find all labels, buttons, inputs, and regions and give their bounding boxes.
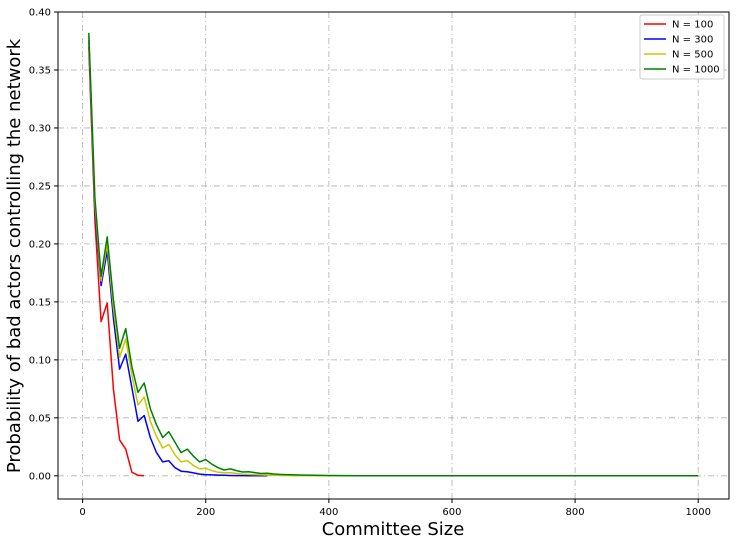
legend-label: N = 100 bbox=[672, 20, 713, 31]
series-line-1 bbox=[88, 46, 145, 477]
legend-label: N = 300 bbox=[672, 35, 713, 46]
x-tick-label: 200 bbox=[196, 507, 215, 518]
plot-frame bbox=[57, 11, 730, 500]
x-tick-label: 600 bbox=[442, 507, 461, 518]
y-tick-label: 0.25 bbox=[29, 181, 51, 192]
legend: N = 100 N = 300 N = 500 N = 1000 bbox=[639, 14, 725, 80]
y-tick-label: 0.40 bbox=[29, 8, 51, 19]
y-tick-label: 0.15 bbox=[29, 297, 51, 308]
legend-label: N = 1000 bbox=[672, 65, 720, 76]
y-tick-label: 0.30 bbox=[29, 123, 51, 134]
x-tick-label: 800 bbox=[566, 507, 585, 518]
y-tick-label: 0.05 bbox=[29, 413, 51, 424]
y-tick-label: 0.20 bbox=[29, 239, 51, 250]
series-layer bbox=[88, 32, 699, 477]
x-axis: 0 200 400 600 800 1000 bbox=[79, 499, 711, 518]
y-axis: 0.00 0.05 0.10 0.15 0.20 0.25 0.30 0.35 0.40 bbox=[29, 8, 58, 482]
x-tick-label: 0 bbox=[79, 507, 85, 518]
x-axis-label: Committee Size bbox=[322, 519, 465, 540]
y-tick-label: 0.10 bbox=[29, 355, 51, 366]
y-axis-label: Probability of bad actors controlling th… bbox=[4, 38, 25, 473]
series-line-2 bbox=[88, 39, 268, 477]
x-tick-label: 1000 bbox=[685, 507, 710, 518]
series-line-3 bbox=[88, 36, 391, 477]
legend-label: N = 500 bbox=[672, 50, 713, 61]
x-tick-label: 400 bbox=[319, 507, 338, 518]
legend-box bbox=[639, 14, 725, 80]
series-line-4 bbox=[88, 32, 699, 477]
y-tick-label: 0.00 bbox=[29, 471, 51, 482]
y-tick-label: 0.35 bbox=[29, 65, 51, 76]
